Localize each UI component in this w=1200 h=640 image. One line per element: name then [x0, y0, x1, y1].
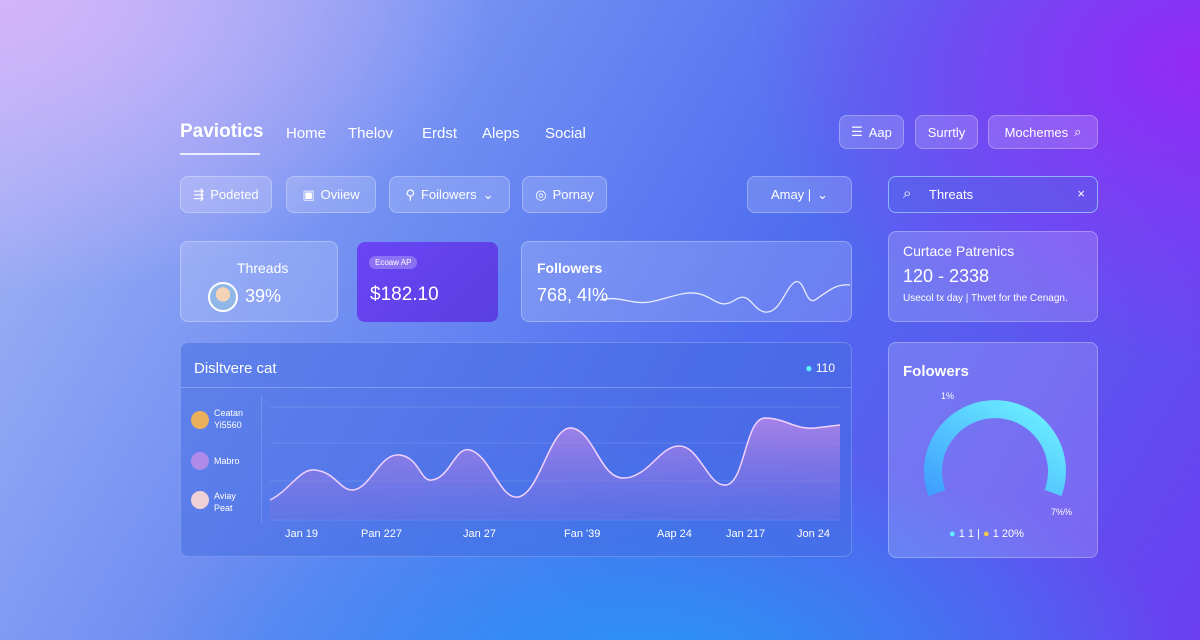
avatar	[191, 452, 209, 470]
icon: ●	[982, 528, 993, 540]
icon: ●	[805, 361, 816, 375]
icon: ⌄	[817, 186, 829, 202]
avatar	[208, 282, 238, 312]
x-label: Jan 217	[726, 528, 766, 540]
x-label: Jan 27	[463, 528, 497, 540]
x-label: Aap 24	[657, 528, 692, 540]
avatar	[191, 411, 209, 429]
button-label: Surrtly	[927, 124, 966, 140]
panel-title: Disltvere cat	[194, 360, 277, 377]
brand-underline	[180, 153, 260, 155]
avatar	[191, 491, 209, 509]
card-title: Curtace Patrenics	[903, 243, 1015, 259]
search-box[interactable]: ⌕ Threats ×	[888, 176, 1098, 213]
card-badge: Ecoaw AP	[369, 256, 418, 269]
icon: ⌕	[1074, 124, 1082, 139]
icon: ⌄	[482, 186, 494, 202]
brand[interactable]: Paviotics	[180, 121, 264, 142]
x-label: Pan 227	[361, 528, 402, 540]
nav-link[interactable]: Social	[545, 125, 586, 142]
gauge-legend: ● 1 1 | ● 1 20%	[949, 528, 1024, 540]
icon: ●	[949, 528, 959, 540]
dropdown[interactable]: Amay | ⌄	[747, 176, 852, 213]
card-note: Usecol tx day | Thvet for the Cenagn.	[903, 293, 1068, 304]
nav-link[interactable]: Home	[286, 125, 327, 142]
button[interactable]: Mochemes ⌕	[988, 115, 1098, 149]
button[interactable]: Surrtly	[915, 115, 978, 149]
chart-panel: Disltvere cat ● 110 Ceatan Yi5560 Mabro …	[180, 342, 852, 557]
gauge-panel: Folowers 1% 7%% ● 1 1 | ● 1 20%	[888, 342, 1098, 558]
gauge-arc	[924, 400, 1066, 497]
legend-label: Aviay Peat	[214, 491, 236, 513]
legend-label: Mabro	[214, 456, 240, 466]
icon: ⌕	[903, 185, 912, 202]
button-label: Aap	[868, 124, 892, 140]
x-label: Fan '39	[564, 528, 601, 540]
icon: ⚲	[405, 186, 415, 202]
chip-label: Podeted	[210, 187, 259, 202]
gauge-label: 7%%	[1051, 507, 1073, 517]
icon: ◎	[535, 186, 547, 202]
card-title: Followers	[537, 260, 603, 276]
button-label: Mochemes	[1004, 124, 1069, 140]
sparkline	[599, 281, 851, 313]
search-text: Threats	[929, 187, 974, 202]
nav-link[interactable]: Erdst	[422, 125, 458, 142]
stat-card: Curtace Patrenics 120 - 2338 Usecol tx d…	[888, 231, 1098, 322]
gauge-label: 1%	[941, 391, 955, 401]
filter-chip[interactable]: ▣ Oviiew	[286, 176, 376, 213]
icon: ☰	[851, 124, 863, 139]
area-fill	[270, 418, 840, 520]
legend-text: 1 20%	[992, 528, 1024, 540]
card-value: 120 - 2338	[903, 266, 990, 286]
chip-label: Pornay	[552, 187, 594, 202]
panel-badge: ● 110	[805, 361, 835, 375]
divider	[261, 395, 262, 523]
filter-chip[interactable]: ⚲ Foilowers ⌄	[389, 176, 510, 213]
stat-card: Ecoaw AP $182.10	[357, 242, 498, 322]
icon: ×	[1077, 186, 1085, 201]
x-label: Jon 24	[797, 528, 831, 540]
legend-label: Ceatan Yi5560	[214, 408, 244, 430]
area-line	[269, 417, 841, 501]
card-value: 39%	[245, 286, 282, 306]
divider	[181, 387, 851, 388]
stat-card: Threads 39%	[180, 241, 338, 322]
chip-label: Foilowers	[421, 187, 477, 202]
nav-link[interactable]: Aleps	[482, 125, 520, 142]
icon: ▣	[302, 186, 315, 202]
nav-link[interactable]: Thelov	[348, 125, 394, 142]
button[interactable]: ☰ Aap	[839, 115, 904, 149]
panel-title: Folowers	[903, 363, 969, 380]
legend-text: 1 1 |	[958, 528, 980, 540]
badge-text: 110	[815, 361, 835, 375]
chip-label: Oviiew	[320, 187, 360, 202]
card-value: 768, 4I%	[537, 285, 609, 305]
filter-chip[interactable]: ⇶ Podeted	[180, 176, 272, 213]
x-label: Jan 19	[285, 528, 319, 540]
icon: ⇶	[193, 186, 205, 202]
filter-chip[interactable]: ◎ Pornay	[522, 176, 607, 213]
card-value: $182.10	[370, 284, 439, 305]
card-title: Threads	[237, 260, 289, 276]
dropdown-label: Amay |	[770, 187, 812, 202]
